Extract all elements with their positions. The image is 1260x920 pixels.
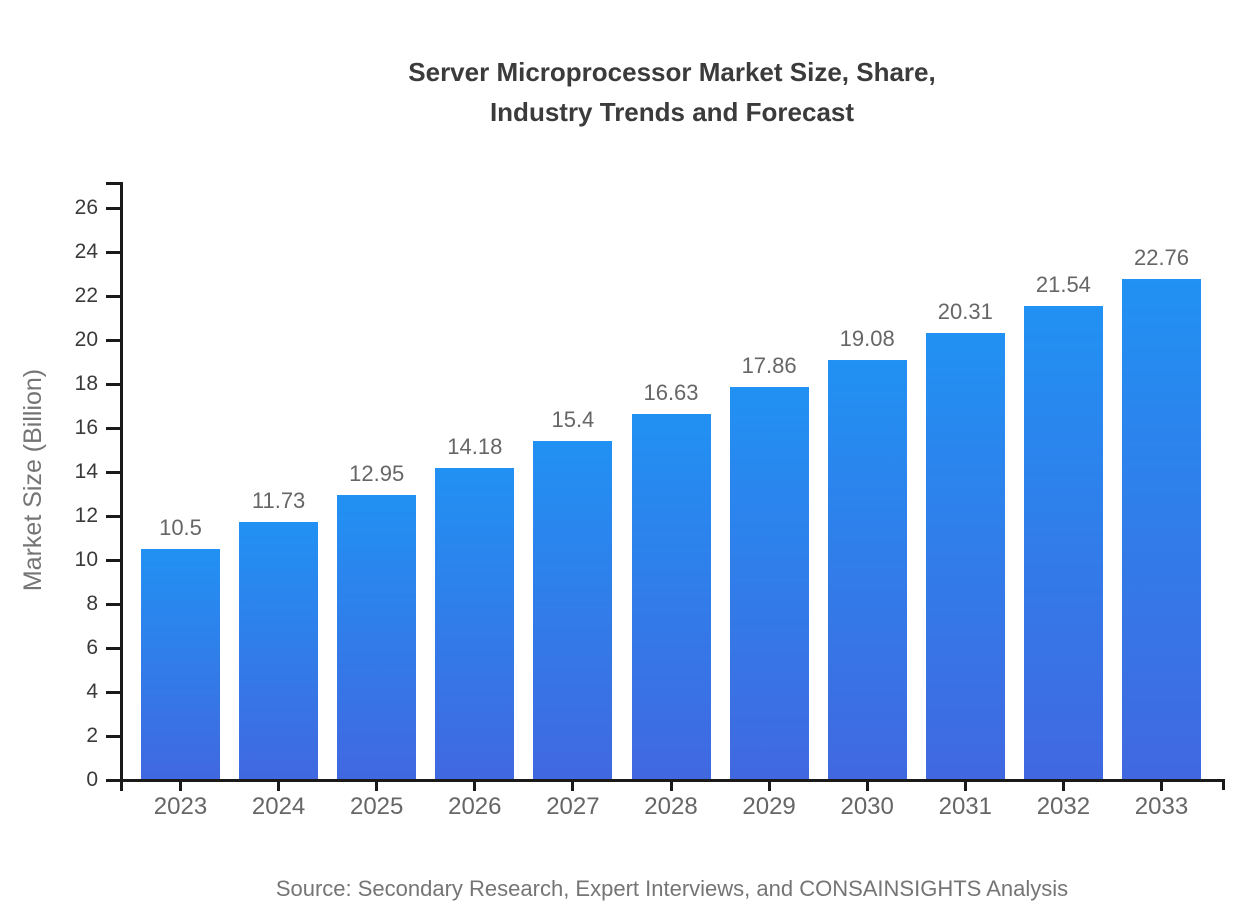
x-tick-label: 2026 — [448, 793, 502, 820]
bar-2029 — [729, 387, 809, 780]
bar-2028 — [631, 414, 711, 780]
y-tick-mark — [106, 778, 121, 782]
x-tick-label: 2032 — [1036, 793, 1091, 820]
x-tick-mark — [473, 781, 477, 791]
x-tick-label: 2029 — [742, 793, 796, 820]
y-tick-label: 8 — [86, 592, 98, 615]
y-axis-line — [119, 182, 123, 791]
y-tick-mark — [106, 602, 121, 606]
x-tick-mark — [963, 781, 967, 791]
y-tick-label: 4 — [86, 680, 98, 703]
y-tick-mark — [106, 294, 121, 298]
bar-value-label: 15.4 — [551, 407, 595, 433]
y-axis-top-outer-tick — [106, 182, 121, 185]
bar-2024 — [239, 521, 319, 780]
y-tick-label: 10 — [74, 548, 98, 571]
chart-title-line1: Server Microprocessor Market Size, Share… — [408, 57, 936, 87]
bar-2031 — [925, 333, 1005, 780]
x-tick-label: 2023 — [153, 793, 208, 820]
x-tick-mark — [179, 781, 182, 791]
y-tick-label: 6 — [86, 636, 98, 659]
y-tick-label: 12 — [74, 504, 98, 527]
x-tick-label: 2027 — [546, 793, 600, 820]
bar-value-label: 17.86 — [741, 353, 797, 379]
bar-value-label: 21.54 — [1035, 272, 1091, 298]
x-tick-label: 2033 — [1134, 793, 1189, 820]
y-tick-mark — [106, 514, 121, 518]
y-tick-mark — [106, 646, 121, 650]
bar-2033 — [1122, 279, 1201, 780]
y-tick-mark — [106, 426, 121, 430]
x-tick-label: 2025 — [349, 793, 404, 820]
y-tick-mark — [106, 338, 121, 342]
source-note: Source: Secondary Research, Expert Inter… — [275, 876, 1069, 901]
x-axis-right-outer-tick — [1221, 779, 1225, 790]
y-tick-label: 18 — [74, 372, 98, 395]
bar-2030 — [827, 360, 907, 780]
x-tick-label: 2031 — [938, 793, 992, 820]
bar-value-label: 10.5 — [159, 515, 202, 540]
y-tick-label: 24 — [74, 240, 98, 263]
x-tick-label: 2028 — [644, 793, 698, 820]
x-tick-mark — [375, 781, 379, 791]
bar-value-label: 14.18 — [447, 434, 503, 460]
bar-value-label: 19.08 — [839, 326, 895, 352]
y-tick-mark — [106, 470, 121, 474]
y-tick-mark — [106, 734, 121, 738]
x-axis-line — [119, 779, 1225, 782]
bar-2026 — [435, 468, 515, 780]
bar-value-label: 20.31 — [937, 299, 993, 325]
chart-title-line2: Industry Trends and Forecast — [489, 97, 855, 127]
bar-2023 — [141, 549, 220, 780]
bar-value-label: 11.73 — [251, 487, 306, 513]
y-tick-label: 0 — [86, 768, 98, 791]
bar-value-label: 12.95 — [349, 461, 405, 487]
x-tick-label: 2030 — [840, 793, 894, 820]
x-tick-mark — [1061, 781, 1065, 791]
y-tick-label: 26 — [74, 196, 98, 219]
bar-value-label: 22.76 — [1133, 245, 1190, 271]
bar-value-label: 16.63 — [643, 380, 699, 406]
y-tick-mark — [106, 250, 121, 254]
y-tick-mark — [106, 690, 121, 694]
y-tick-mark — [106, 382, 121, 386]
bar-2027 — [533, 441, 613, 780]
x-tick-mark — [865, 781, 869, 791]
y-tick-mark — [106, 206, 121, 210]
x-tick-label: 2024 — [251, 793, 306, 820]
y-tick-label: 14 — [74, 460, 98, 483]
x-tick-mark — [1160, 781, 1163, 791]
chart-title: Server Microprocessor Market Size, Share… — [121, 52, 1223, 132]
bar-2025 — [337, 495, 417, 780]
y-tick-label: 16 — [74, 416, 98, 439]
y-tick-mark — [106, 558, 121, 562]
y-tick-label: 20 — [74, 328, 98, 351]
x-tick-mark — [571, 781, 575, 791]
x-tick-mark — [669, 781, 673, 791]
y-tick-label: 22 — [74, 284, 98, 307]
x-tick-mark — [277, 781, 281, 791]
x-tick-mark — [767, 781, 771, 791]
bar-2032 — [1023, 306, 1103, 780]
y-tick-label: 2 — [86, 724, 98, 747]
